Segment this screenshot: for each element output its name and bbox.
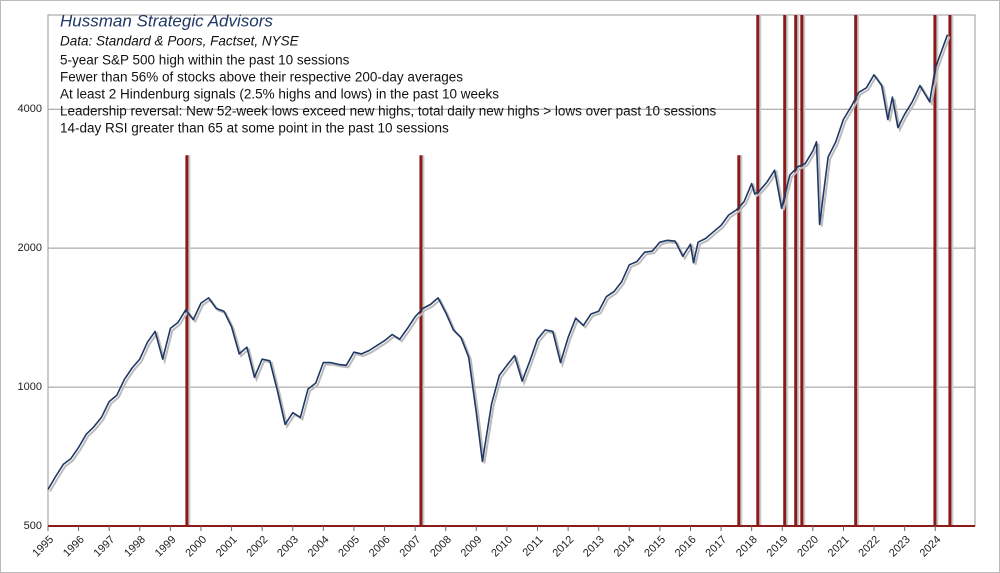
price-line [47,34,949,490]
y-tick-label: 2000 [18,242,42,254]
signals [185,15,954,526]
annotation: At least 2 Hindenburg signals (2.5% high… [60,87,499,102]
y-tick-label: 500 [24,520,42,532]
annotation: Leadership reversal: New 52-week lows ex… [60,104,716,119]
y-tick-label: 1000 [18,381,42,393]
y-tick-label: 4000 [18,103,42,115]
annotations: 5-year S&P 500 high within the past 10 s… [60,53,716,136]
series [47,34,951,493]
chart-subtitle: Data: Standard & Poors, Factset, NYSE [60,34,300,49]
line-shadow [49,36,951,493]
annotation: 14-day RSI greater than 65 at some point… [60,121,449,136]
annotation: 5-year S&P 500 high within the past 10 s… [60,53,350,68]
chart-title: Hussman Strategic Advisors [60,11,273,30]
annotation: Fewer than 56% of stocks above their res… [60,70,463,85]
